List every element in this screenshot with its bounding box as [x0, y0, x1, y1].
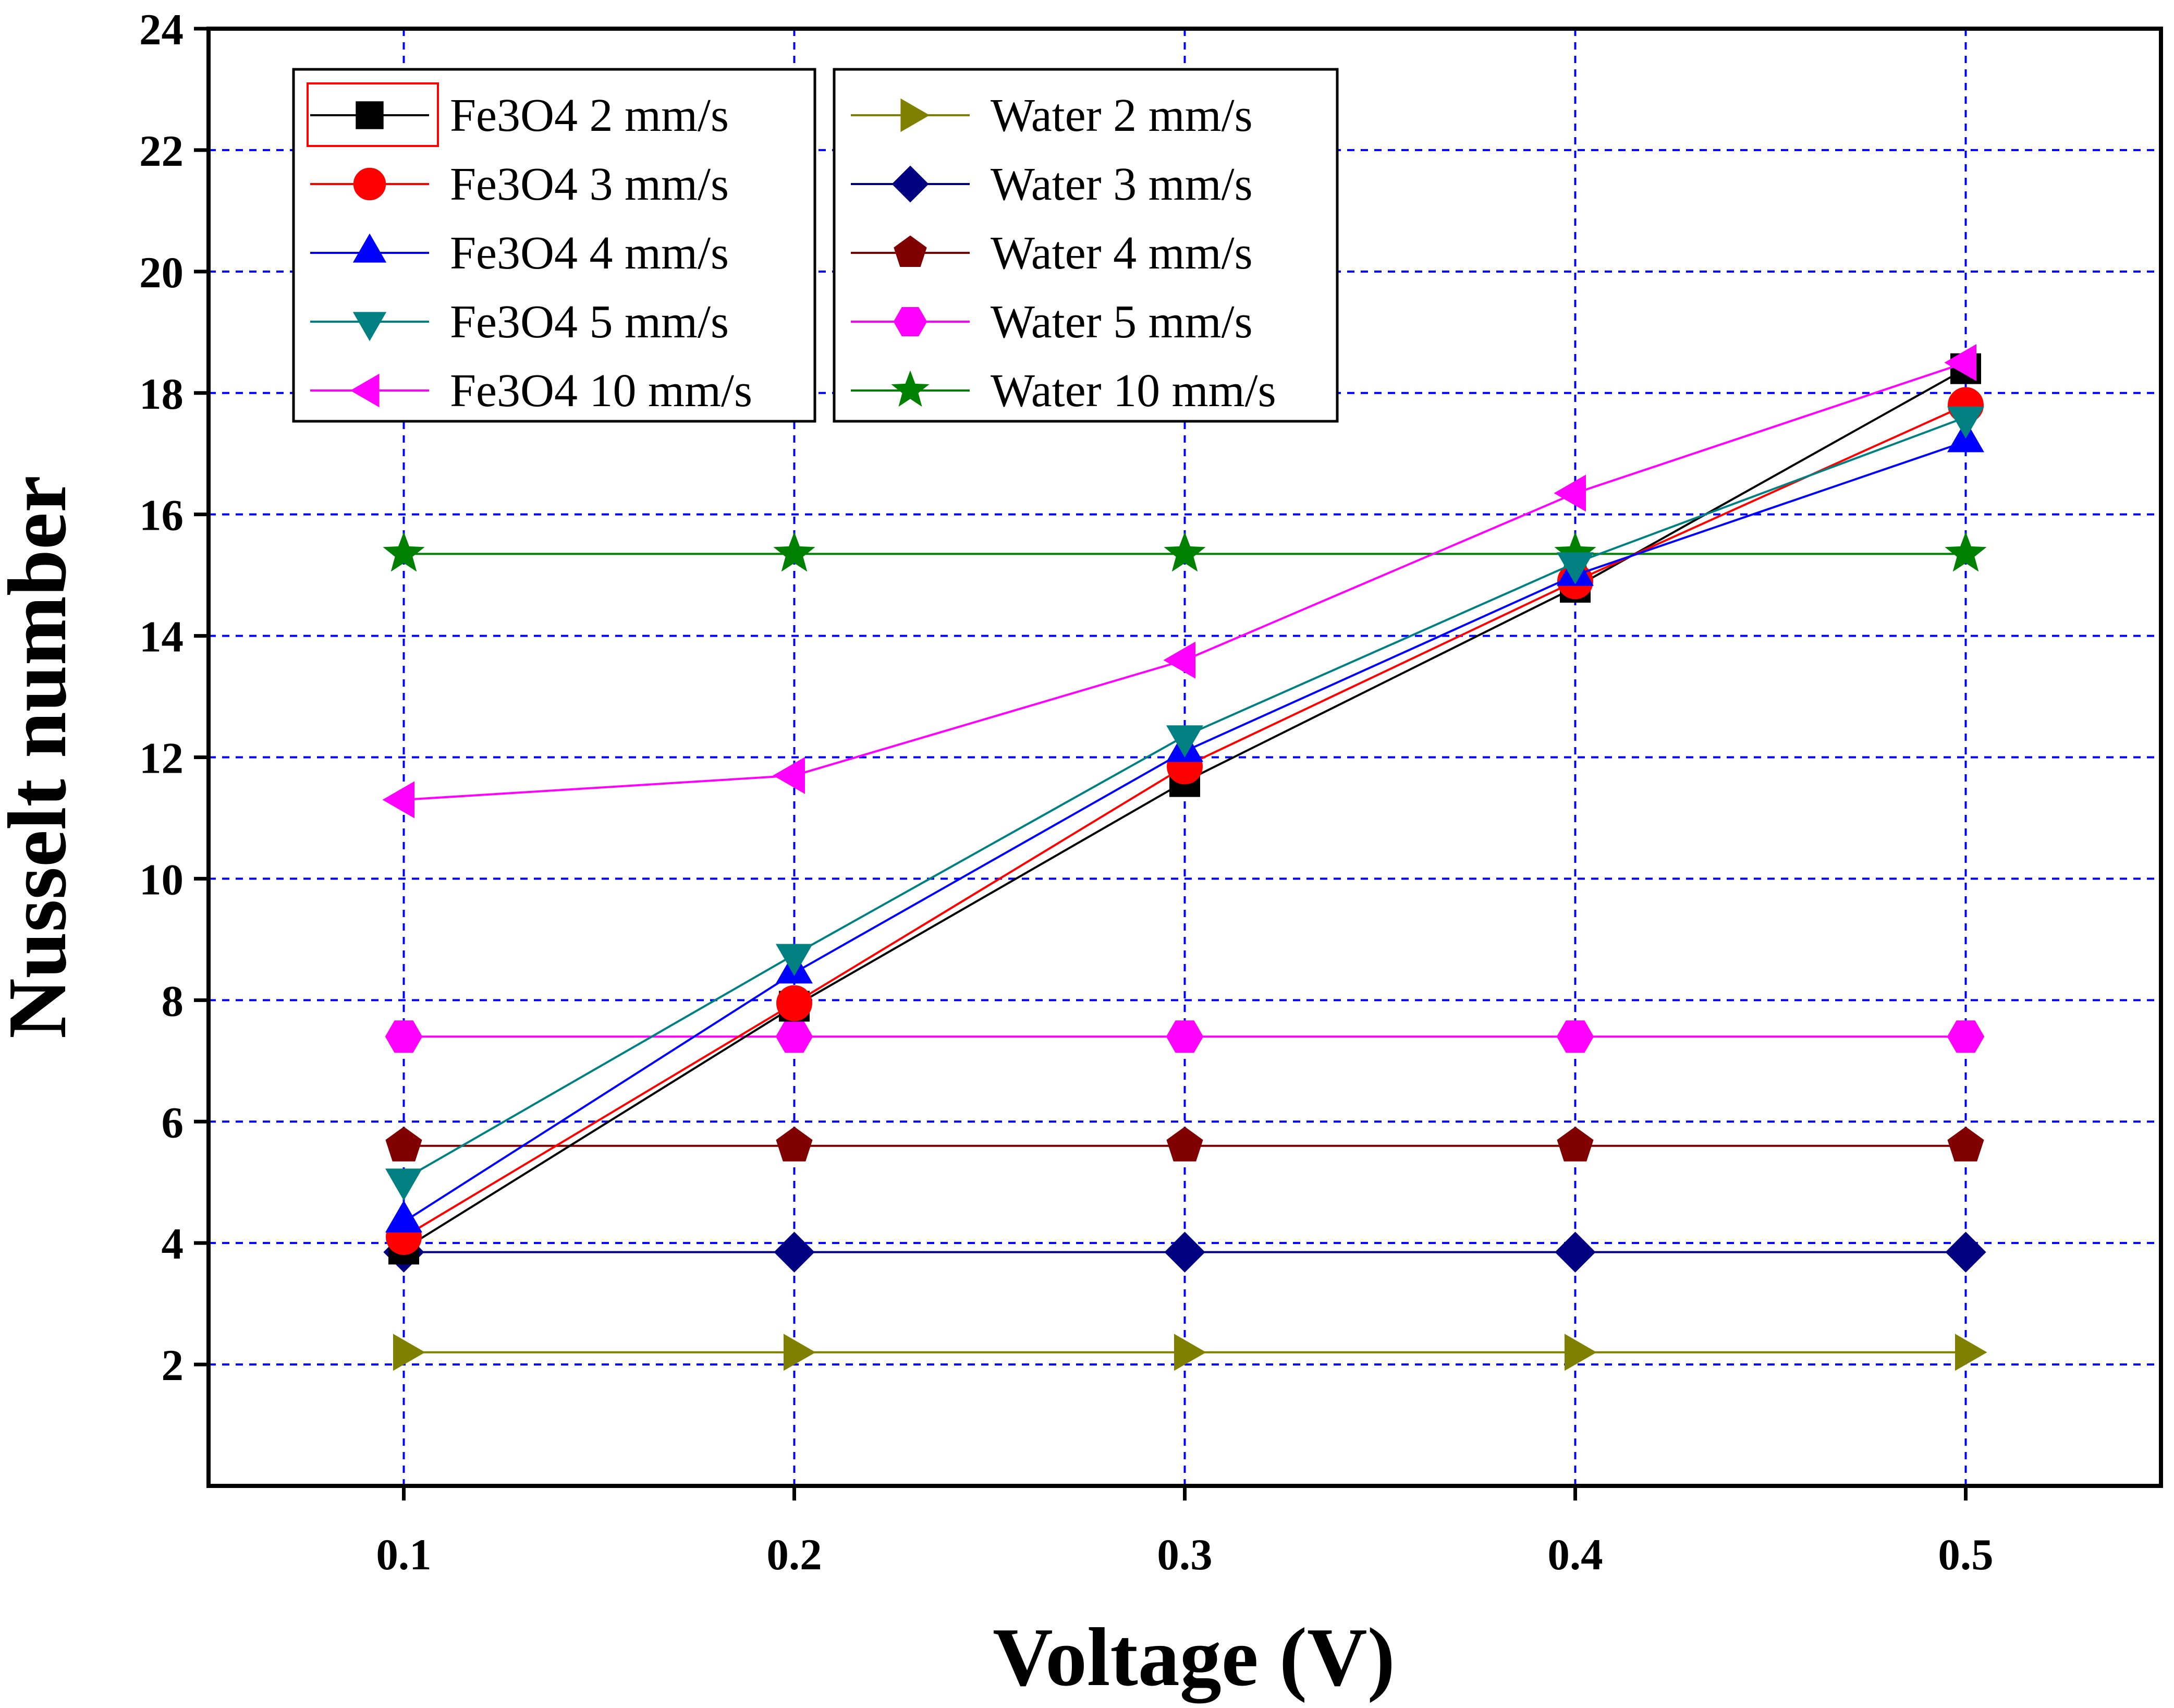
legend-label: Fe3O4 10 mm/s	[450, 365, 752, 417]
legend-item-water-10-mm-s: Water 10 mm/s	[851, 365, 1276, 417]
legend-box-1: Fe3O4 2 mm/s Fe3O4 3 mm/s Fe3O4 4 mm/s Fe3O…	[292, 68, 816, 423]
y-tick-label: 16	[139, 491, 184, 540]
point-fe3o4-10-mm-s	[773, 757, 805, 794]
point-fe3o4-4-mm-s	[385, 1200, 422, 1233]
legend-marker	[353, 167, 386, 201]
point-water-10-mm-s	[383, 532, 425, 572]
point-water-3-mm-s	[1945, 1231, 1986, 1273]
legend-marker	[894, 235, 927, 267]
legend-marker	[350, 373, 380, 408]
series-fe3o4-5-mm-s	[385, 406, 1984, 1201]
legend-marker	[891, 370, 930, 407]
x-tick-label: 0.4	[1547, 1530, 1603, 1579]
point-water-10-mm-s	[773, 532, 815, 572]
point-water-4-mm-s	[1166, 1126, 1203, 1162]
legend-label: Water 3 mm/s	[991, 158, 1253, 210]
point-water-2-mm-s	[1565, 1334, 1597, 1371]
y-tick-label: 4	[162, 1219, 184, 1268]
point-fe3o4-10-mm-s	[1163, 641, 1195, 679]
y-tick-label: 22	[139, 127, 184, 176]
legend-marker	[891, 165, 929, 203]
legend-label: Water 10 mm/s	[991, 365, 1276, 417]
legend-marker	[356, 101, 384, 129]
legend-marker	[352, 233, 387, 263]
series-fe3o4-10-mm-s	[382, 344, 1976, 819]
y-axis-title: Nusselt number	[0, 475, 83, 1039]
point-water-5-mm-s	[385, 1020, 423, 1053]
legend-item-fe3o4-3-mm-s: Fe3O4 3 mm/s	[310, 158, 729, 210]
x-tick-label: 0.2	[766, 1530, 822, 1579]
point-water-5-mm-s	[775, 1020, 813, 1053]
x-tick-label: 0.3	[1157, 1530, 1212, 1579]
legend-box-2: Water 2 mm/s Water 3 mm/s Water 4 mm/s Wate…	[833, 68, 1339, 423]
series-layer	[382, 344, 1987, 1371]
y-tick-label: 10	[139, 855, 184, 904]
point-fe3o4-10-mm-s	[382, 781, 414, 819]
y-tick-label: 8	[162, 977, 184, 1026]
series-water-10-mm-s	[383, 532, 1987, 572]
point-fe3o4-5-mm-s	[1947, 406, 1984, 439]
series-water-3-mm-s	[383, 1231, 1986, 1273]
legend-label: Fe3O4 5 mm/s	[450, 296, 729, 348]
y-tick-label: 6	[162, 1098, 184, 1147]
point-water-4-mm-s	[1947, 1126, 1984, 1162]
y-tick-label: 2	[162, 1341, 184, 1390]
legend-marker	[352, 312, 387, 341]
legend-label: Water 4 mm/s	[991, 227, 1253, 279]
legend-label: Fe3O4 3 mm/s	[450, 158, 729, 210]
y-tick-label: 20	[139, 248, 184, 297]
legend-item-water-5-mm-s: Water 5 mm/s	[851, 296, 1253, 348]
point-water-3-mm-s	[1164, 1231, 1205, 1273]
legend-marker	[900, 98, 930, 132]
point-water-5-mm-s	[1947, 1020, 1985, 1053]
legend-label: Water 5 mm/s	[991, 296, 1253, 348]
point-fe3o4-10-mm-s	[1554, 474, 1586, 512]
series-water-5-mm-s	[385, 1020, 1985, 1053]
x-tick-label: 0.1	[376, 1530, 431, 1579]
legend: Fe3O4 2 mm/s Fe3O4 3 mm/s Fe3O4 4 mm/s Fe3O…	[292, 68, 1339, 423]
point-water-4-mm-s	[385, 1126, 422, 1162]
point-water-2-mm-s	[393, 1334, 425, 1371]
point-fe3o4-3-mm-s	[776, 985, 812, 1021]
legend-item-water-4-mm-s: Water 4 mm/s	[851, 227, 1253, 279]
point-fe3o4-5-mm-s	[776, 944, 813, 977]
y-tick-label: 24	[139, 5, 184, 54]
point-water-10-mm-s	[1945, 532, 1987, 572]
legend-item-fe3o4-5-mm-s: Fe3O4 5 mm/s	[310, 296, 729, 348]
point-water-10-mm-s	[1164, 532, 1206, 572]
y-tick-label: 14	[139, 613, 184, 662]
x-axis-title: Voltage (V)	[993, 1611, 1395, 1704]
point-fe3o4-5-mm-s	[1557, 552, 1594, 584]
legend-marker	[893, 307, 927, 336]
point-fe3o4-5-mm-s	[1166, 725, 1203, 758]
y-tick-label: 12	[139, 734, 184, 783]
point-water-2-mm-s	[1955, 1334, 1987, 1371]
legend-label: Fe3O4 2 mm/s	[450, 90, 729, 141]
legend-item-fe3o4-4-mm-s: Fe3O4 4 mm/s	[310, 227, 729, 279]
point-water-2-mm-s	[1174, 1334, 1206, 1371]
legend-label: Fe3O4 4 mm/s	[450, 227, 729, 279]
point-water-5-mm-s	[1166, 1020, 1204, 1053]
series-water-4-mm-s	[385, 1126, 1984, 1162]
legend-item-fe3o4-2-mm-s: Fe3O4 2 mm/s	[310, 90, 729, 141]
legend-label: Water 2 mm/s	[991, 90, 1253, 141]
point-water-5-mm-s	[1556, 1020, 1594, 1053]
point-water-4-mm-s	[1557, 1126, 1594, 1162]
point-fe3o4-5-mm-s	[385, 1168, 422, 1201]
y-tick-label: 18	[139, 370, 184, 419]
series-water-2-mm-s	[393, 1334, 1987, 1371]
x-tick-label: 0.5	[1938, 1530, 1993, 1579]
point-water-2-mm-s	[784, 1334, 816, 1371]
legend-highlight	[307, 82, 439, 147]
point-fe3o4-10-mm-s	[1944, 344, 1976, 381]
legend-item-water-2-mm-s: Water 2 mm/s	[851, 90, 1253, 141]
legend-item-water-3-mm-s: Water 3 mm/s	[851, 158, 1253, 210]
point-water-4-mm-s	[776, 1126, 813, 1162]
point-water-3-mm-s	[774, 1231, 815, 1273]
point-water-3-mm-s	[1555, 1231, 1596, 1273]
legend-item-fe3o4-10-mm-s: Fe3O4 10 mm/s	[310, 365, 752, 417]
